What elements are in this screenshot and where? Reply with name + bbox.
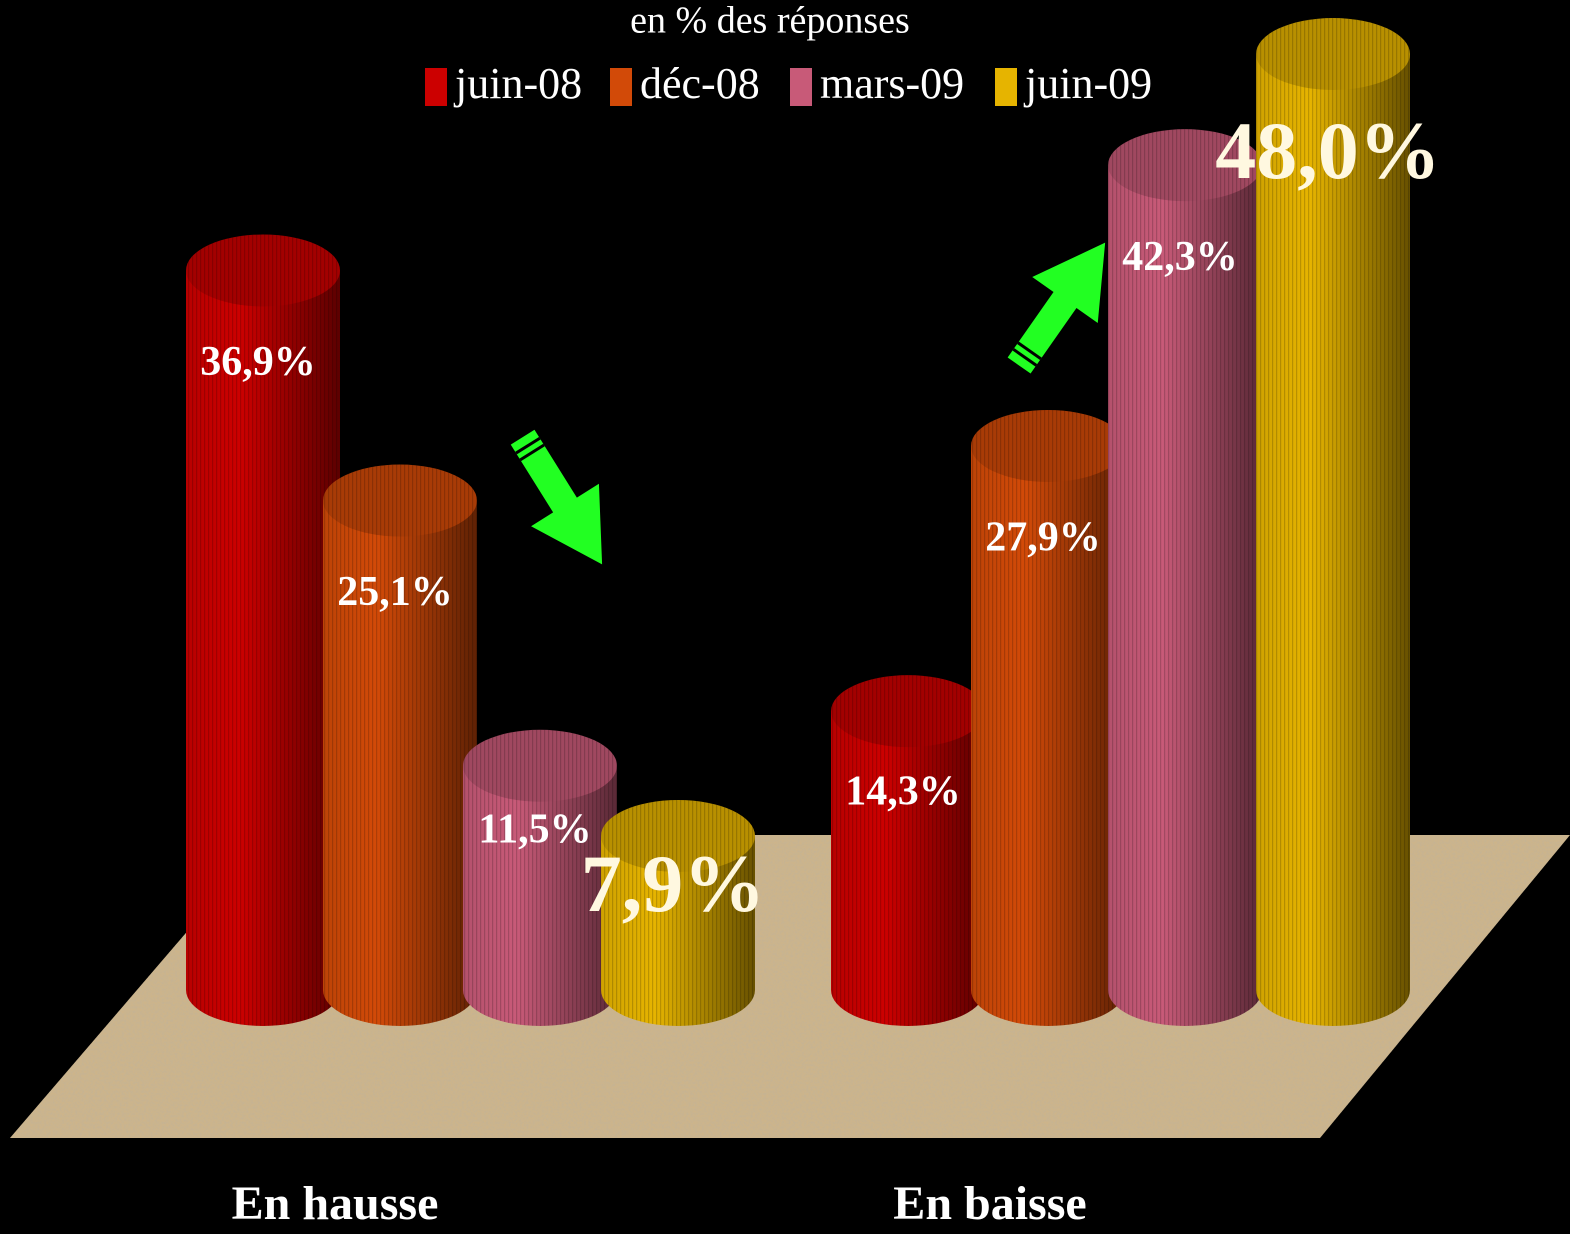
data-label: 42,3% bbox=[1122, 234, 1238, 280]
legend-swatch bbox=[790, 68, 812, 106]
legend-label: juin-09 bbox=[1023, 59, 1152, 108]
cylinder-stripes bbox=[1108, 165, 1262, 1026]
cylinder bbox=[601, 799, 755, 1026]
cylinder-stripes bbox=[971, 445, 1125, 1026]
subtitle: en % des réponses bbox=[630, 0, 910, 42]
data-label: 27,9% bbox=[985, 515, 1101, 561]
cylinder-stripes bbox=[323, 500, 477, 1026]
legend-swatch bbox=[995, 68, 1017, 106]
cylinder-top-stripes bbox=[1108, 129, 1262, 202]
data-label: 36,9% bbox=[200, 339, 316, 385]
legend-swatch bbox=[610, 68, 632, 106]
cylinder bbox=[1108, 129, 1262, 1026]
cylinder bbox=[186, 234, 340, 1026]
legend-label: mars-09 bbox=[820, 59, 964, 108]
cylinder bbox=[1256, 18, 1410, 1026]
cylinder-top-stripes bbox=[186, 234, 340, 307]
cylinder-top-stripes bbox=[831, 675, 985, 748]
cylinder-stripes bbox=[463, 765, 617, 1026]
legend-label: juin-08 bbox=[453, 59, 582, 108]
bars: En hausse 36,9% 25,1% 11,5%7,9% En baisse 14,… bbox=[186, 18, 1441, 1230]
cylinder-stripes bbox=[601, 835, 755, 1026]
cylinder-stripes bbox=[831, 711, 985, 1026]
cylinder-top-stripes bbox=[601, 799, 755, 872]
arrow-up bbox=[1007, 242, 1106, 374]
data-label: 14,3% bbox=[845, 768, 961, 814]
x-tick-label: En baisse bbox=[893, 1177, 1086, 1230]
legend: juin-08 déc-08 mars-09 juin-09 bbox=[425, 59, 1152, 108]
cylinder bbox=[831, 675, 985, 1026]
legend-swatch bbox=[425, 68, 447, 106]
cylinder-stripes bbox=[1256, 54, 1410, 1026]
legend-label: déc-08 bbox=[640, 59, 760, 108]
arrow-down bbox=[510, 429, 603, 565]
data-label: 7,9% bbox=[581, 838, 766, 929]
cylinder-top-stripes bbox=[1256, 18, 1410, 90]
cylinder-stripes bbox=[186, 270, 340, 1026]
cylinder-top-stripes bbox=[971, 409, 1125, 482]
x-tick-label: En hausse bbox=[232, 1177, 439, 1230]
data-label: 25,1% bbox=[337, 569, 453, 615]
cylinder bbox=[971, 409, 1125, 1026]
data-label: 11,5% bbox=[478, 807, 591, 853]
cylinder-top-stripes bbox=[463, 729, 617, 802]
cylinder bbox=[323, 464, 477, 1026]
cylinder-top-stripes bbox=[323, 464, 477, 537]
data-label: 48,0% bbox=[1215, 105, 1441, 196]
cylinder bbox=[463, 729, 617, 1026]
